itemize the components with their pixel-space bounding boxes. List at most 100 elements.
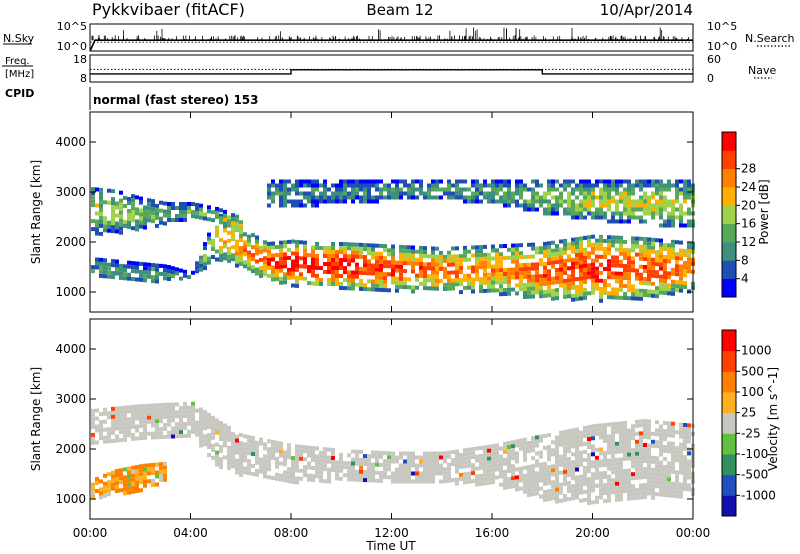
power-cell (295, 203, 299, 208)
power-cell (315, 199, 319, 204)
power-cell (579, 236, 583, 241)
power-cell (619, 287, 623, 292)
power-cell (235, 239, 239, 244)
velocity-cell (491, 452, 495, 457)
velocity-cell (147, 479, 151, 484)
velocity-cell (515, 467, 519, 472)
power-cell (143, 278, 147, 283)
power-cell (363, 263, 367, 268)
velocity-cell (579, 454, 583, 459)
power-cell (163, 272, 167, 277)
power-cell (671, 203, 675, 208)
power-cell (659, 250, 663, 255)
power-cell (187, 210, 191, 214)
velocity-cell (615, 469, 619, 474)
velocity-cell (203, 426, 207, 431)
velocity-cell (255, 460, 259, 465)
power-cell (639, 280, 643, 285)
power-cell (451, 282, 455, 287)
velocity-cell (471, 455, 475, 460)
velocity-cell (623, 489, 627, 493)
power-cell (623, 187, 627, 192)
velocity-cell (119, 414, 123, 419)
velocity-cell (171, 402, 175, 407)
power-cell (323, 187, 327, 192)
power-cell (511, 255, 515, 260)
power-cell (631, 215, 635, 220)
velocity-cell (247, 463, 251, 468)
power-cell (271, 191, 275, 196)
power-cell (103, 270, 107, 275)
velocity-cell (311, 454, 315, 458)
power-cell (643, 183, 647, 188)
velocity-cell (139, 436, 143, 441)
power-cell (635, 276, 639, 281)
power-cell (367, 243, 371, 248)
velocity-cell (563, 445, 567, 450)
power-cell (475, 273, 479, 278)
power-cell (491, 179, 495, 184)
power-cell (147, 270, 151, 275)
velocity-cell (455, 453, 459, 458)
power-cell (275, 261, 279, 266)
power-cell (503, 195, 507, 200)
velocity-cell (419, 463, 423, 468)
velocity-cell (283, 474, 287, 479)
power-cell (275, 183, 279, 188)
power-cell (503, 191, 507, 196)
power-cell (227, 250, 231, 255)
power-cell (591, 282, 595, 287)
power-cell (455, 179, 459, 184)
velocity-cell (127, 478, 131, 483)
velocity-cell (139, 420, 143, 425)
power-cell (207, 217, 211, 222)
velocity-cell (451, 458, 455, 463)
power-cell (191, 270, 195, 275)
velocity-cell (235, 458, 239, 463)
power-cell (475, 187, 479, 192)
velocity-cell (515, 483, 519, 488)
power-cell (611, 287, 615, 292)
power-cell (495, 280, 499, 285)
velocity-cell (339, 452, 343, 457)
power-cell (407, 195, 411, 200)
velocity-cell (479, 481, 483, 486)
power-cell (267, 245, 271, 250)
power-cell (515, 271, 519, 276)
power-cell (99, 191, 103, 196)
velocity-cell (295, 456, 299, 461)
velocity-cell (171, 426, 175, 431)
velocity-cell (627, 444, 631, 449)
power-cell (679, 215, 683, 220)
velocity-cell (591, 460, 595, 465)
power-cell (631, 199, 635, 204)
y-tick-label: 3000 (55, 392, 86, 406)
velocity-cell (515, 455, 519, 460)
velocity-cell (567, 457, 571, 462)
power-cell (591, 234, 595, 239)
power-cell (635, 183, 639, 188)
power-cell (583, 235, 587, 240)
power-cell (595, 274, 599, 279)
power-cell (151, 199, 155, 204)
power-cell (327, 282, 331, 286)
power-cell (407, 253, 411, 258)
velocity-cell (627, 428, 631, 433)
colorbar-segment (722, 260, 736, 279)
power-cell (367, 271, 371, 276)
velocity-cell (543, 433, 547, 438)
power-cell (267, 253, 271, 258)
velocity-cell (235, 438, 239, 443)
velocity-cell (639, 459, 643, 464)
power-cell (647, 199, 651, 204)
power-cell (583, 247, 587, 252)
power-cell (343, 270, 347, 275)
velocity-cell (571, 472, 575, 477)
power-cell (579, 203, 583, 208)
power-cell (579, 211, 583, 216)
power-cell (431, 187, 435, 192)
power-cell (223, 213, 227, 218)
velocity-cell (375, 470, 379, 475)
velocity-cell (611, 422, 615, 427)
velocity-cell (127, 482, 131, 487)
